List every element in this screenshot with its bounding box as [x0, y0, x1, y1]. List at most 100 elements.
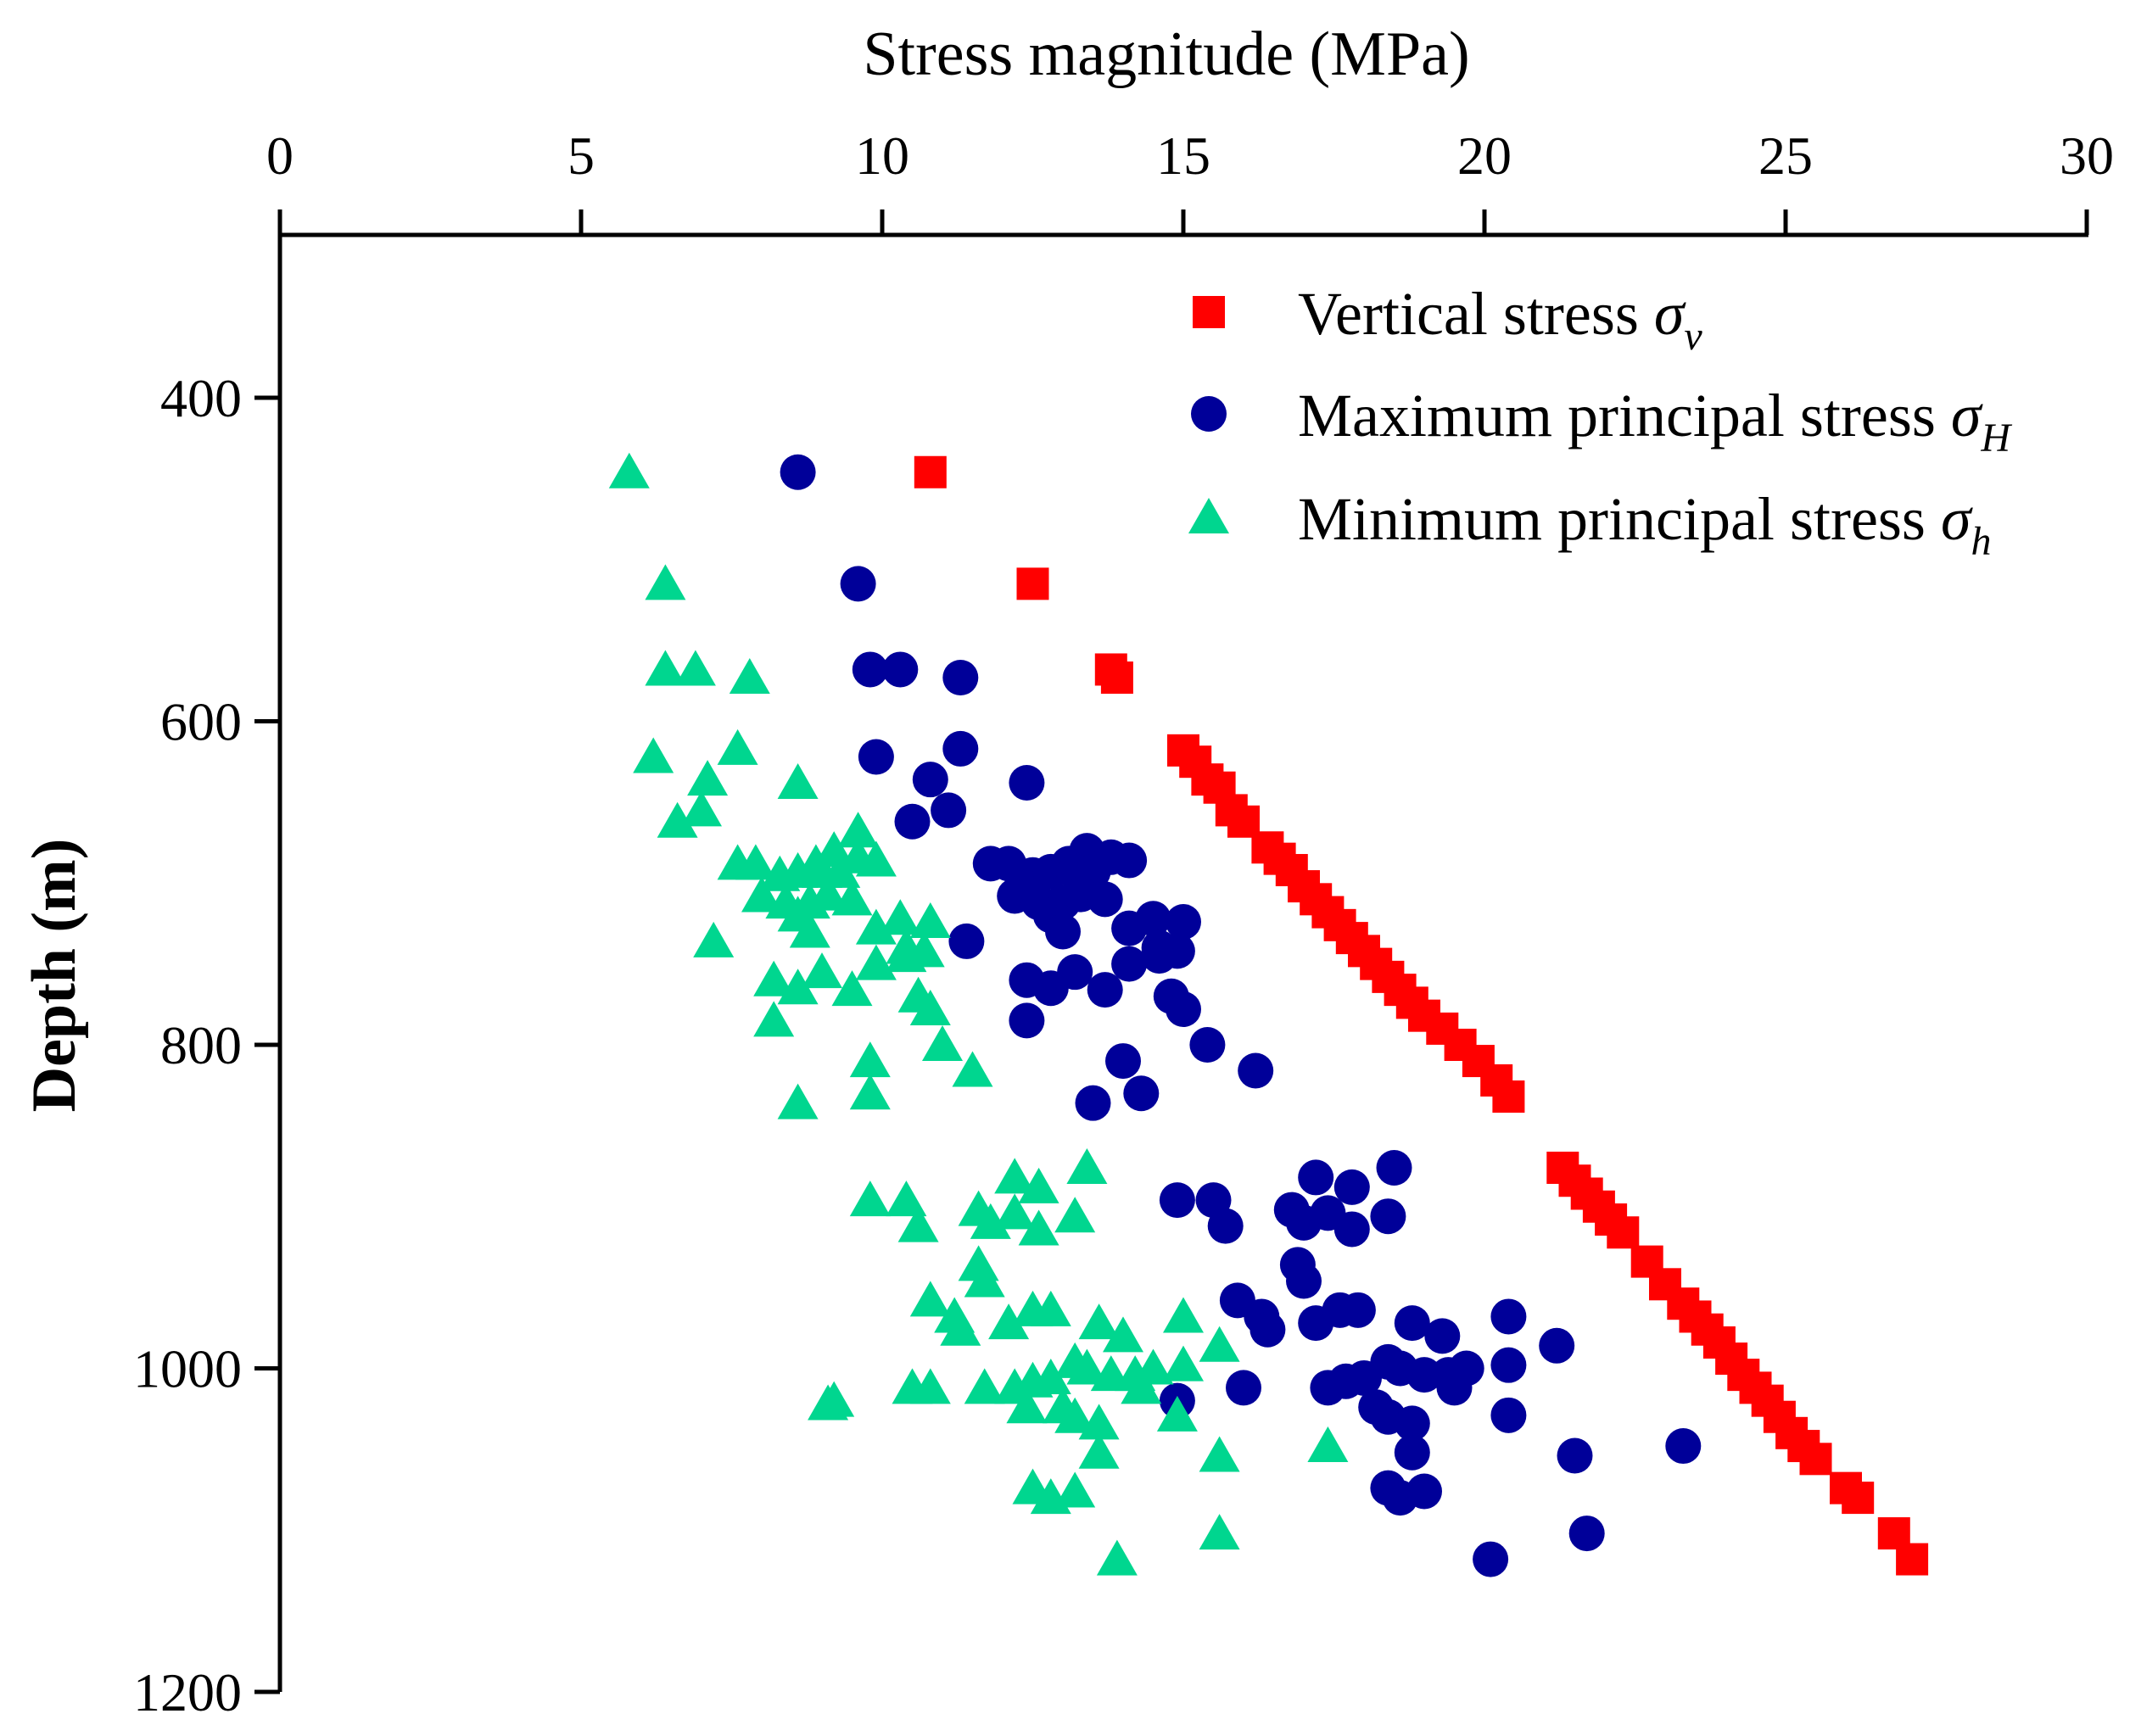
- x-tick-label: 0: [266, 126, 294, 186]
- legend-subscript: H: [1980, 416, 2012, 461]
- legend-marker-circle: [1191, 396, 1227, 432]
- triangle-point: [777, 968, 819, 1005]
- circle-point: [1394, 1434, 1430, 1471]
- legend-symbol: σ: [1941, 485, 1973, 553]
- triangle-point: [964, 1261, 1005, 1298]
- triangle-point: [1199, 1436, 1240, 1472]
- square-point: [1607, 1216, 1640, 1249]
- triangle-point: [1163, 1297, 1204, 1333]
- x-tick-label: 10: [855, 126, 909, 186]
- circle-point: [912, 762, 948, 798]
- y-tick-label: 1000: [133, 1339, 242, 1399]
- triangle-point: [909, 902, 951, 939]
- triangle-point: [674, 650, 716, 686]
- triangle-point: [970, 1203, 1011, 1239]
- triangle-point: [897, 1206, 939, 1242]
- triangle-point: [753, 1001, 795, 1037]
- triangle-point: [855, 908, 897, 945]
- y-axis-ticks: 400 600 800 1000 1200: [133, 368, 280, 1722]
- legend-item: Vertical stress σv: [1193, 280, 1702, 359]
- triangle-point: [808, 874, 849, 911]
- circle-point: [858, 739, 894, 775]
- circle-point: [1057, 954, 1093, 991]
- triangle-point: [1121, 1368, 1162, 1404]
- x-tick-label: 30: [2060, 126, 2114, 186]
- x-tick-label: 5: [567, 126, 595, 186]
- triangle-point: [633, 737, 674, 773]
- legend-subscript: v: [1684, 314, 1702, 359]
- circle-point: [948, 923, 985, 959]
- y-axis-title: Depth (m): [20, 839, 89, 1113]
- triangle-point: [608, 452, 650, 488]
- triangle-point: [717, 728, 758, 765]
- triangle-point: [909, 990, 951, 1026]
- triangle-point: [849, 1074, 891, 1110]
- axes: 0 5 10 15 20 25 30 400 600 800 1000 1200: [133, 126, 2114, 1722]
- circle-point: [1557, 1437, 1593, 1474]
- triangle-point: [1018, 1167, 1059, 1203]
- triangle-point: [849, 1181, 891, 1217]
- triangle-point: [789, 912, 830, 948]
- x-tick-label: 15: [1156, 126, 1210, 186]
- triangle-point: [892, 1368, 933, 1404]
- circle-point: [1249, 1311, 1286, 1348]
- legend-label: Maximum principal stress σH: [1298, 382, 2012, 461]
- triangle-point: [880, 899, 921, 935]
- triangle-point: [837, 812, 879, 848]
- triangle-point: [988, 1303, 1030, 1340]
- square-point: [914, 455, 947, 488]
- square-point: [1100, 661, 1133, 694]
- circle-point: [1009, 764, 1045, 801]
- legend-item: Minimum principal stress σh: [1188, 485, 1991, 564]
- triangle-point: [994, 1158, 1036, 1194]
- legend-marker-triangle: [1188, 498, 1229, 533]
- triangle-point: [1066, 1147, 1108, 1184]
- triangle-point: [687, 760, 729, 796]
- triangle-point: [693, 921, 735, 957]
- legend-name: Minimum principal stress: [1298, 485, 1941, 553]
- triangle-point: [855, 944, 897, 980]
- circle-point: [1087, 881, 1123, 918]
- circle-point: [1339, 1292, 1376, 1328]
- triangle-point: [831, 879, 873, 916]
- triangle-point: [1018, 1209, 1059, 1246]
- triangle-point: [777, 762, 819, 799]
- legend-symbol: σ: [1654, 280, 1686, 348]
- square-point: [1492, 1080, 1525, 1114]
- circle-point: [1376, 1149, 1412, 1186]
- circle-point: [1286, 1263, 1322, 1299]
- circle-point: [1238, 1052, 1274, 1089]
- circle-point: [1166, 991, 1201, 1028]
- legend-item: Maximum principal stress σH: [1191, 382, 2012, 461]
- series-circle: [780, 454, 1702, 1577]
- y-tick-label: 1200: [133, 1662, 242, 1722]
- circle-point: [1105, 1043, 1141, 1080]
- circle-point: [1346, 1359, 1382, 1396]
- triangle-point: [849, 1041, 891, 1078]
- circle-point: [1286, 1204, 1322, 1241]
- triangle-point: [1030, 1358, 1071, 1394]
- triangle-point: [1078, 1432, 1120, 1469]
- circle-point: [1490, 1298, 1527, 1335]
- legend-symbol: σ: [1951, 382, 1983, 449]
- legend-name: Vertical stress: [1298, 280, 1654, 348]
- circle-point: [1490, 1347, 1527, 1383]
- triangle-point: [1030, 1290, 1071, 1326]
- circle-point: [1111, 946, 1148, 982]
- circle-point: [931, 792, 967, 829]
- triangle-point: [831, 970, 873, 1007]
- triangle-point: [1199, 1514, 1240, 1550]
- circle-point: [1370, 1198, 1406, 1235]
- legend-subscript: h: [1971, 519, 1991, 564]
- legend-name: Maximum principal stress: [1298, 382, 1951, 449]
- circle-point: [1087, 972, 1123, 1008]
- triangle-point: [777, 1083, 819, 1119]
- y-tick-label: 800: [160, 1015, 242, 1075]
- triangle-point: [886, 1181, 927, 1217]
- circle-point: [1189, 1027, 1226, 1063]
- triangle-point: [1006, 1387, 1048, 1424]
- triangle-point: [1054, 1197, 1096, 1233]
- legend-label: Vertical stress σv: [1298, 280, 1702, 359]
